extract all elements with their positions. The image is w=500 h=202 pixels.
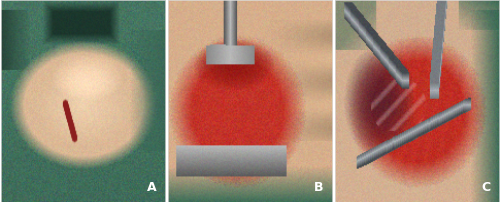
Text: A: A: [148, 181, 157, 194]
Text: B: B: [314, 181, 324, 194]
Text: C: C: [482, 181, 490, 194]
